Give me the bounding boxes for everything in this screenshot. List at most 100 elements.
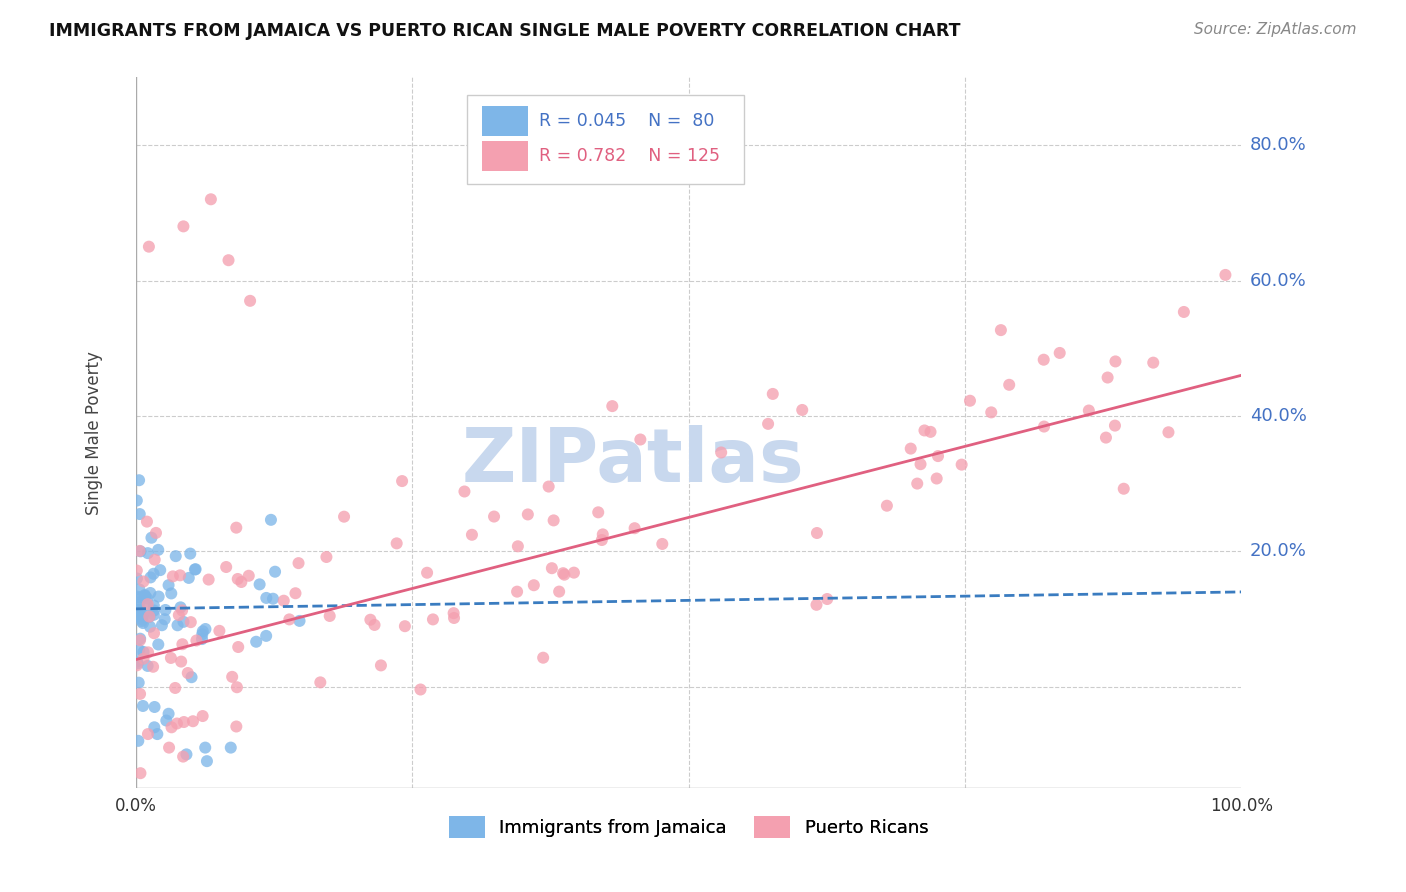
Point — [125, 564, 148, 578]
Point — [409, 682, 432, 697]
Point — [194, 622, 217, 636]
Point — [131, 613, 153, 627]
Point — [136, 727, 159, 741]
Point — [756, 417, 779, 431]
Legend: Immigrants from Jamaica, Puerto Ricans: Immigrants from Jamaica, Puerto Ricans — [440, 806, 938, 847]
Point — [523, 578, 546, 592]
Point — [231, 574, 253, 589]
Point — [553, 567, 575, 582]
Point — [284, 586, 307, 600]
Point — [136, 597, 159, 611]
Point — [127, 657, 149, 671]
Point — [288, 614, 311, 628]
Point — [139, 586, 162, 600]
Point — [370, 658, 392, 673]
Point — [134, 589, 156, 603]
Point — [142, 566, 165, 581]
Point — [905, 476, 928, 491]
Point — [416, 566, 439, 580]
Point — [422, 612, 444, 626]
Point — [136, 659, 159, 673]
Point — [1097, 370, 1119, 384]
Point — [315, 549, 337, 564]
Point — [160, 586, 183, 600]
Point — [200, 192, 222, 206]
Point — [160, 720, 183, 734]
Text: 40.0%: 40.0% — [1250, 407, 1306, 425]
Point — [134, 588, 156, 602]
Point — [264, 565, 287, 579]
Point — [562, 566, 585, 580]
Point — [157, 740, 180, 755]
Point — [138, 610, 160, 624]
Point — [385, 536, 408, 550]
Point — [176, 747, 198, 762]
Point — [153, 612, 176, 626]
Point — [165, 549, 187, 563]
Point — [128, 473, 150, 487]
Point — [309, 675, 332, 690]
Point — [1112, 482, 1135, 496]
Point — [184, 562, 207, 576]
Point — [792, 403, 814, 417]
Point — [506, 539, 529, 553]
Point — [218, 253, 240, 268]
Point — [125, 590, 148, 604]
Point — [287, 556, 309, 570]
Point — [142, 599, 165, 613]
Point — [482, 509, 505, 524]
Point — [146, 727, 169, 741]
Point — [155, 603, 177, 617]
Point — [157, 706, 180, 721]
Point — [226, 572, 249, 586]
Point — [139, 620, 162, 634]
Point — [129, 591, 152, 605]
Point — [125, 572, 148, 586]
Text: Single Male Poverty: Single Male Poverty — [84, 351, 103, 515]
Text: R = 0.782    N = 125: R = 0.782 N = 125 — [540, 147, 720, 165]
Point — [169, 568, 191, 582]
Text: 60.0%: 60.0% — [1250, 271, 1306, 290]
Point — [129, 766, 152, 780]
FancyBboxPatch shape — [482, 106, 529, 136]
Point — [127, 608, 149, 623]
Point — [131, 614, 153, 628]
Point — [166, 716, 188, 731]
Point — [628, 433, 651, 447]
Point — [143, 700, 166, 714]
Point — [651, 537, 673, 551]
Point — [245, 634, 267, 648]
Point — [815, 592, 838, 607]
Text: R = 0.045    N =  80: R = 0.045 N = 80 — [540, 112, 714, 130]
Point — [162, 569, 184, 583]
Point — [226, 680, 249, 694]
Point — [165, 681, 187, 695]
Point — [177, 571, 200, 585]
Point — [167, 608, 190, 623]
Point — [136, 515, 159, 529]
Point — [155, 714, 177, 728]
Text: 20.0%: 20.0% — [1250, 542, 1306, 560]
Point — [132, 645, 155, 659]
Point — [910, 457, 932, 471]
Point — [170, 655, 193, 669]
Point — [132, 574, 155, 589]
Point — [600, 399, 623, 413]
Point — [136, 591, 159, 606]
Point — [333, 509, 356, 524]
Point — [914, 424, 936, 438]
Point — [160, 651, 183, 665]
Point — [537, 479, 560, 493]
Point — [186, 633, 208, 648]
Point — [318, 609, 340, 624]
Point — [131, 609, 153, 624]
Point — [191, 624, 214, 639]
Point — [623, 521, 645, 535]
Point — [142, 607, 165, 622]
Point — [215, 560, 238, 574]
Point — [219, 740, 242, 755]
Point — [391, 474, 413, 488]
Point — [254, 591, 277, 605]
Point — [136, 645, 159, 659]
Point — [157, 578, 180, 592]
